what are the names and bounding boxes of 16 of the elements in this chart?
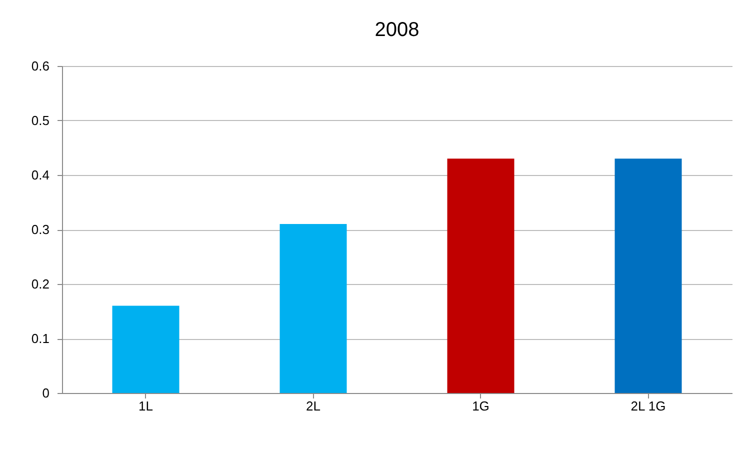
y-tick-label: 0.4 — [31, 168, 50, 182]
y-tick-label: 0.3 — [31, 222, 50, 237]
y-tick-label: 0.6 — [31, 58, 50, 74]
bar — [614, 158, 682, 393]
bar — [280, 224, 347, 393]
y-tick-label: 0.1 — [31, 331, 50, 346]
x-tick-label: 1L — [138, 398, 153, 414]
y-tick-label: 0 — [42, 386, 50, 400]
x-tick-label: 2L 1G — [630, 398, 666, 414]
x-tick-label: 1G — [472, 398, 490, 414]
y-tick-label: 0.2 — [31, 276, 50, 292]
bar — [112, 306, 180, 393]
bar — [447, 158, 514, 393]
y-tick-label: 0.5 — [31, 113, 50, 128]
chart-title: 2008 — [374, 19, 420, 41]
x-tick-label: 2L — [306, 398, 320, 414]
